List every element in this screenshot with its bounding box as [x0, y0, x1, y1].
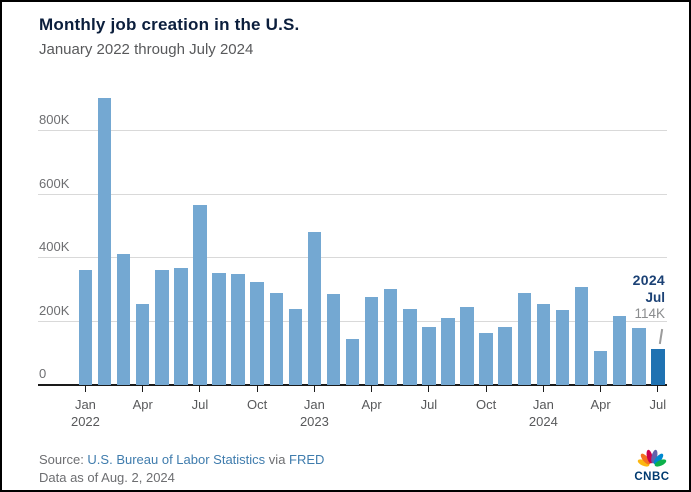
bar-sep-2022 [231, 274, 245, 385]
bar-jul-2024 [651, 348, 665, 385]
annotation-connector-line [658, 328, 664, 345]
x-axis-tick [657, 385, 659, 392]
x-axis-label: Jul [191, 397, 209, 412]
bar-jul-2023 [422, 326, 436, 385]
bar-jan-2024 [536, 303, 551, 385]
x-axis-label: Jan [303, 397, 325, 412]
cnbc-peacock-icon [637, 449, 667, 467]
x-axis-label: Jan [532, 397, 554, 412]
x-axis-tick [256, 385, 258, 392]
bar-feb-2022 [97, 98, 112, 385]
x-axis-tick [199, 385, 201, 392]
plot-area: 2024 Jul 114K 0 200K 400K 600K 800K Jan 2022 Ap… [38, 87, 667, 429]
bar-aug-2023 [441, 318, 455, 385]
bar-may-2024 [612, 315, 627, 385]
annotation-value: 114K [634, 306, 665, 322]
y-axis-label: 400K [39, 239, 70, 255]
bar-jan-2023 [307, 232, 322, 385]
gridline [38, 130, 667, 132]
x-axis-label: Oct [476, 397, 497, 412]
bar-jan-2022 [78, 269, 93, 385]
bar-jun-2024 [632, 328, 646, 385]
bar-mar-2023 [345, 338, 360, 385]
bar-dec-2022 [288, 309, 303, 385]
x-axis-tick [428, 385, 430, 392]
x-axis-label: Jul [420, 397, 438, 412]
source-label: Source: [39, 452, 88, 467]
bar-oct-2023 [479, 332, 493, 385]
x-axis-tick [485, 385, 487, 392]
gridline [38, 257, 667, 259]
bar-sep-2023 [460, 307, 474, 385]
bar-feb-2023 [326, 294, 341, 385]
x-axis-tick [84, 385, 86, 392]
x-axis-year-label: 2023 [299, 414, 329, 429]
y-axis-label: 600K [39, 175, 70, 191]
bar-apr-2024 [593, 350, 608, 385]
gridline [38, 320, 667, 322]
fred-link[interactable]: FRED [289, 452, 325, 467]
chart-subtitle: January 2022 through July 2024 [39, 41, 254, 58]
bar-dec-2023 [517, 293, 532, 385]
x-axis-tick [142, 385, 144, 392]
via-text: via [265, 452, 290, 467]
x-axis-label: Apr [361, 397, 382, 412]
bar-may-2022 [155, 269, 169, 385]
x-axis-tick [371, 385, 373, 392]
x-axis-label: Jan [74, 397, 96, 412]
x-axis-tick [600, 385, 602, 392]
x-axis-label: Apr [132, 397, 153, 412]
x-axis-label: Oct [247, 397, 268, 412]
bar-nov-2022 [269, 293, 283, 385]
bar-nov-2023 [498, 327, 512, 385]
source-line: Source: U.S. Bureau of Labor Statistics … [39, 452, 324, 467]
x-axis-tick [313, 385, 315, 392]
bls-link[interactable]: U.S. Bureau of Labor Statistics [87, 452, 266, 467]
bar-jun-2023 [403, 308, 417, 385]
cnbc-logo: CNBC [630, 447, 674, 483]
gridline [38, 193, 667, 195]
data-as-of: Data as of Aug. 2, 2024 [39, 470, 175, 485]
annotation-year: 2024 [632, 272, 665, 288]
y-axis-label: 800K [39, 112, 70, 128]
bar-feb-2024 [555, 310, 570, 385]
bar-may-2023 [383, 288, 398, 385]
bar-apr-2023 [364, 296, 379, 385]
chart-title: Monthly job creation in the U.S. [39, 15, 300, 34]
cnbc-wordmark: CNBC [634, 471, 670, 483]
x-axis-line [38, 384, 667, 386]
bar-oct-2022 [250, 282, 264, 385]
annotation-month: Jul [645, 289, 665, 305]
bar-jun-2022 [174, 267, 188, 385]
bar-jul-2022 [193, 204, 207, 385]
x-axis-tick [542, 385, 544, 392]
x-axis-year-label: 2022 [70, 414, 100, 429]
x-axis-year-label: 2024 [528, 414, 558, 429]
y-axis-label: 0 [39, 366, 47, 381]
x-axis-label: Apr [590, 397, 611, 412]
bar-aug-2022 [212, 273, 226, 385]
y-axis-label: 200K [39, 302, 70, 318]
bar-apr-2022 [135, 304, 150, 385]
annotation-callout: 2024 Jul 114K [633, 272, 665, 323]
bar-mar-2024 [574, 286, 589, 385]
bar-mar-2022 [116, 253, 131, 385]
x-axis-label: Jul [649, 397, 667, 412]
